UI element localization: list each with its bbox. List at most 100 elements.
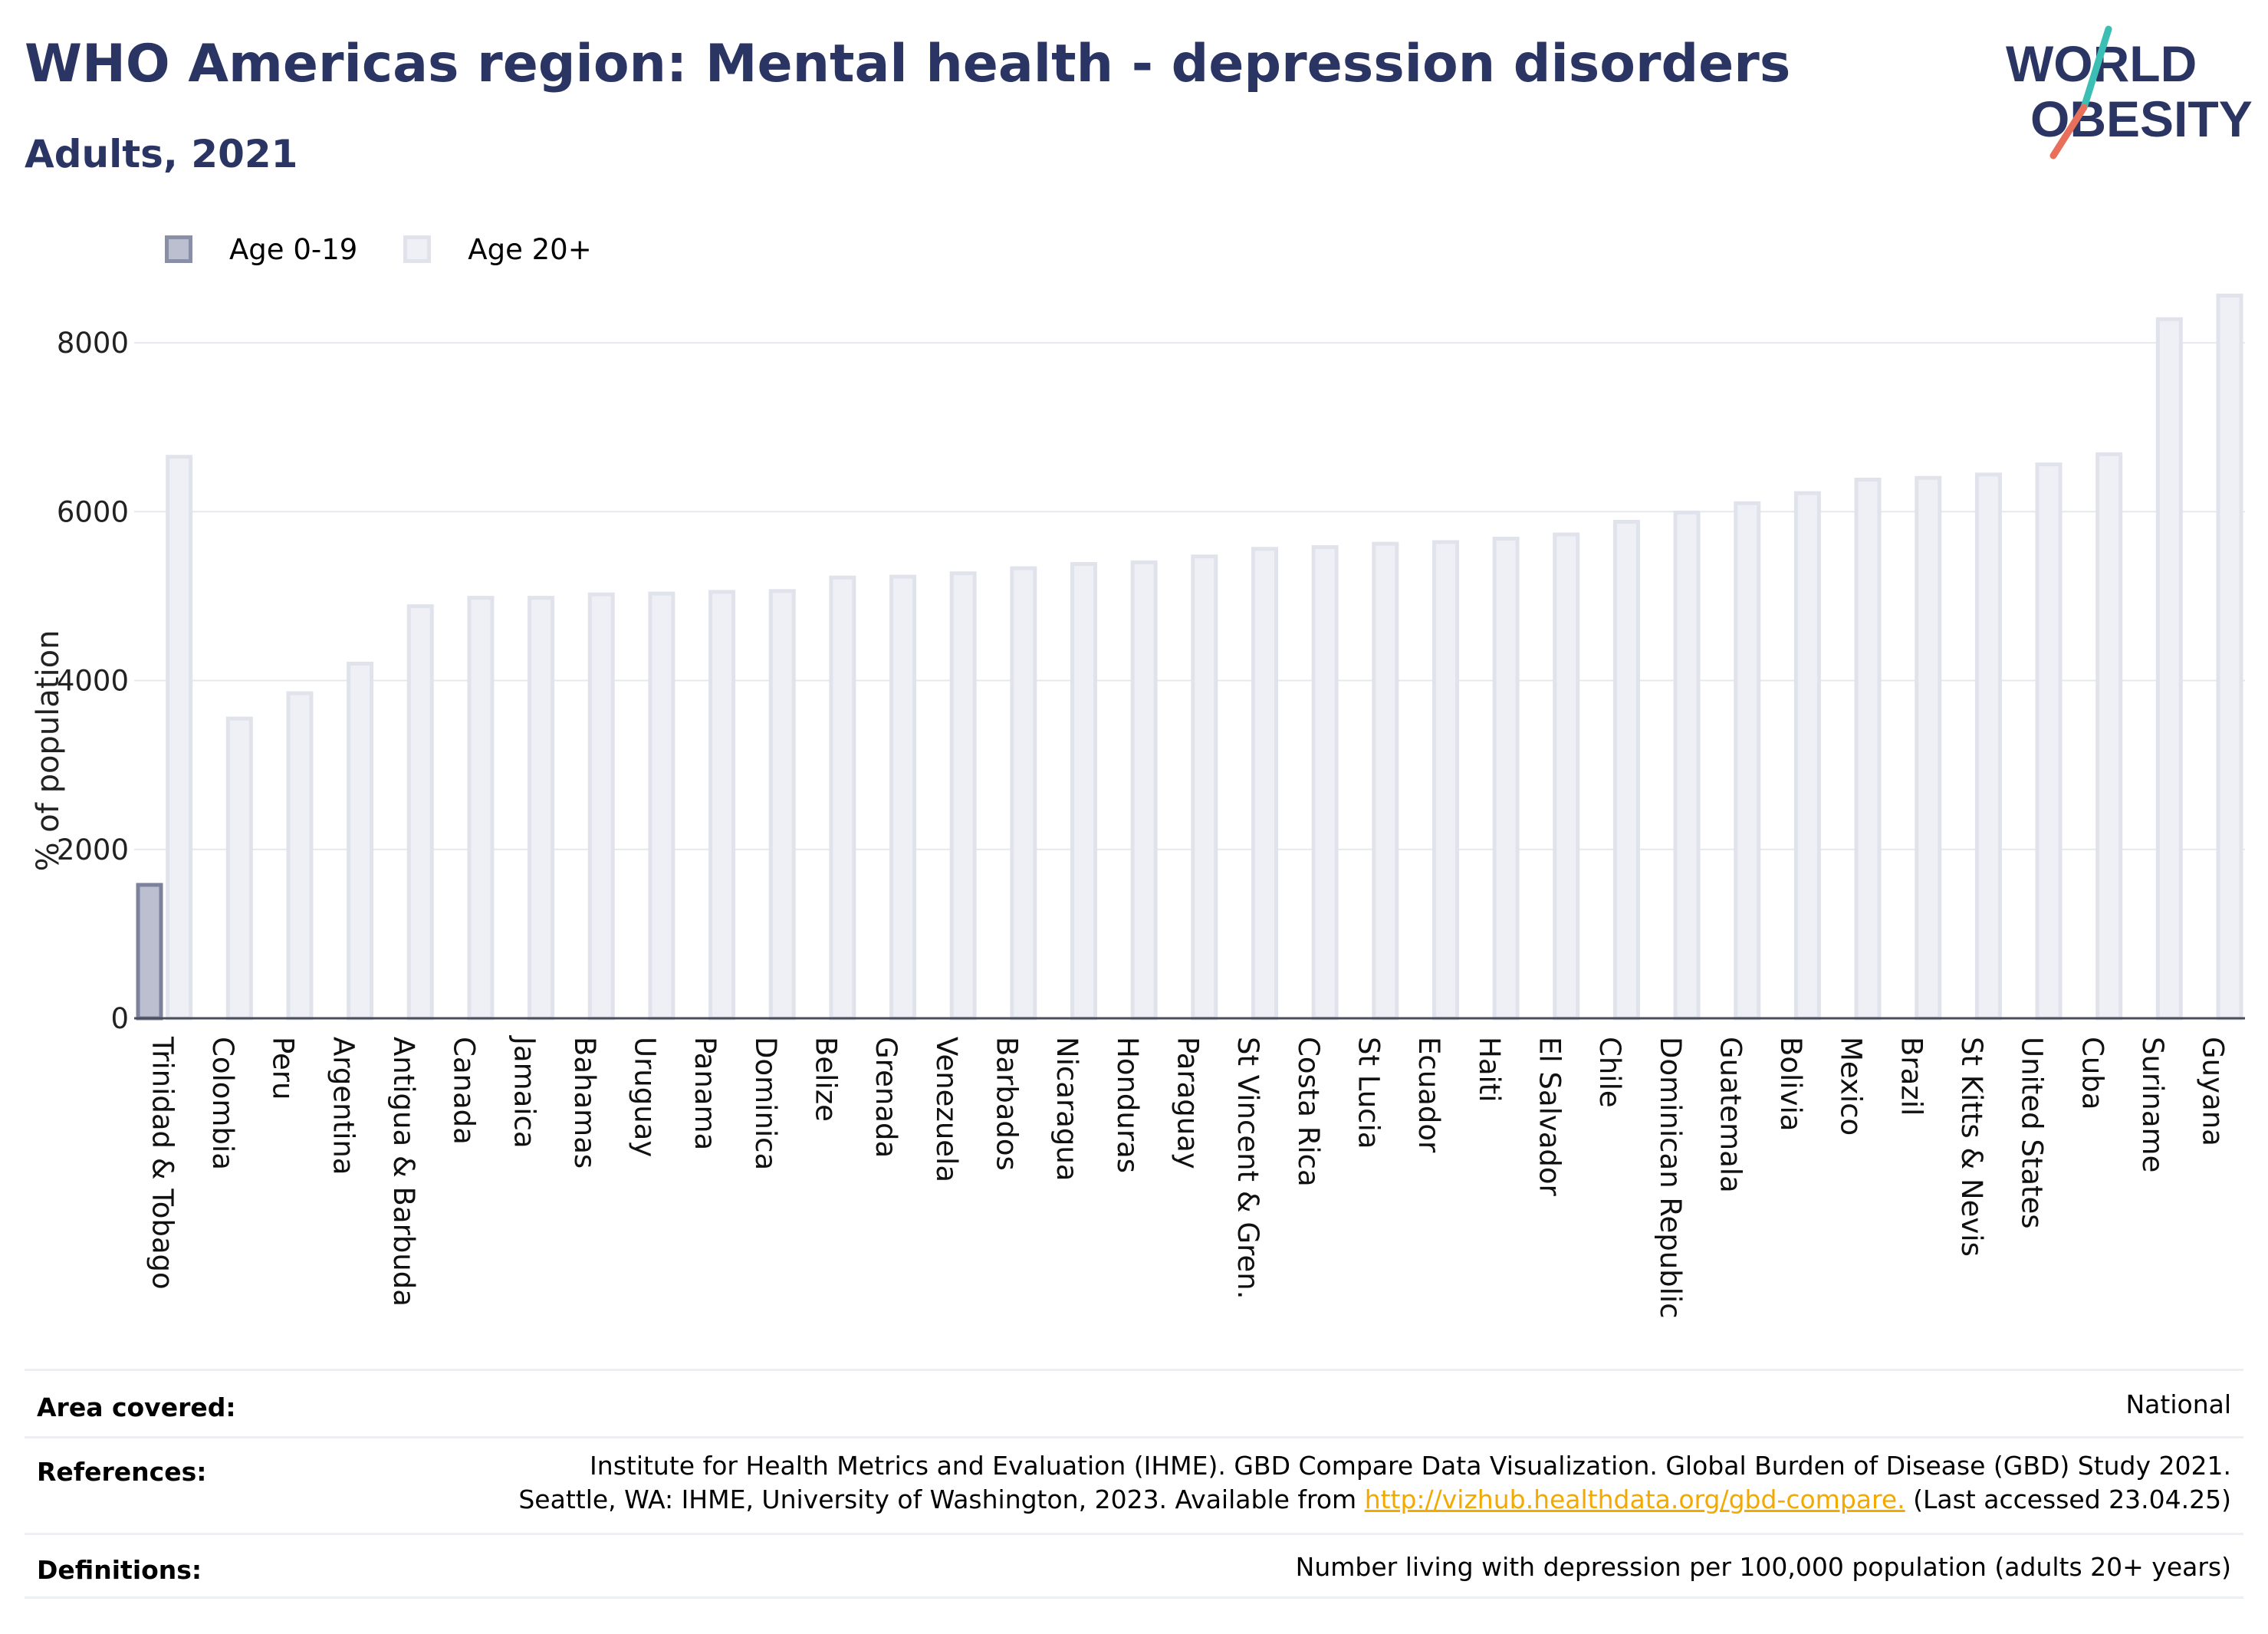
x-tick-label: Antigua & Barbuda <box>387 1037 420 1307</box>
x-tick-label: Panama <box>689 1037 721 1150</box>
x-tick-label: Venezuela <box>930 1037 963 1182</box>
bar-age-20-plus <box>1130 560 1158 1021</box>
world-obesity-logo: WORLD OBESITY <box>2006 25 2253 159</box>
x-tick-label: Chile <box>1593 1037 1626 1108</box>
y-axis-label: % of population <box>31 630 66 872</box>
bar-age-20-plus <box>2095 452 2123 1021</box>
x-tick-label: Cuba <box>2076 1037 2109 1110</box>
chart-title: WHO Americas region: Mental health - dep… <box>25 34 1791 94</box>
x-tick-label: United States <box>2016 1037 2049 1229</box>
x-tick-label: Suriname <box>2136 1037 2169 1172</box>
x-tick-label: Paraguay <box>1172 1037 1205 1169</box>
references-label: References: <box>37 1457 207 1487</box>
area-label: Area covered: <box>37 1392 236 1422</box>
bar-age-20-plus <box>528 596 555 1021</box>
bar-age-20-plus <box>2035 462 2063 1021</box>
bar-age-20-plus <box>768 589 796 1021</box>
references-line-2: Seattle, WA: IHME, University of Washing… <box>518 1483 2231 1517</box>
bar-age-20-plus <box>1854 477 1882 1021</box>
y-tick-label: 0 <box>110 1002 129 1035</box>
bar-age-20-plus <box>1010 566 1037 1021</box>
bar-age-20-plus <box>286 691 314 1021</box>
bar-age-20-plus <box>406 604 434 1021</box>
info-table: Area covered: National References: Insti… <box>25 1369 2243 1599</box>
x-tick-label: St Vincent & Gren. <box>1231 1037 1264 1299</box>
legend-item-age-0-19[interactable]: Age 0-19 <box>165 233 357 266</box>
bar-chart: 0 2000 4000 6000 8000 % of population Trinidad… <box>31 293 2245 1319</box>
x-tick-label: Grenada <box>869 1037 902 1158</box>
x-tick-label: Belize <box>810 1037 843 1122</box>
x-tick-label: Dominican Republic <box>1654 1037 1687 1319</box>
x-tick-label: Guyana <box>2197 1037 2230 1146</box>
bar-age-20-plus <box>1492 537 1520 1021</box>
x-tick-label: Colombia <box>206 1037 239 1170</box>
x-tick-label: Mexico <box>1835 1037 1868 1136</box>
bar-age-20-plus <box>1673 510 1701 1021</box>
bar-age-20-plus <box>1974 472 2002 1021</box>
bar-age-20-plus <box>708 590 736 1021</box>
x-tick-label: Honduras <box>1111 1037 1144 1173</box>
x-tick-label: Bahamas <box>568 1037 601 1169</box>
bar-age-20-plus <box>1251 547 1278 1021</box>
bar-age-20-plus <box>1553 532 1580 1021</box>
bar-age-20-plus <box>829 575 856 1021</box>
info-row-references: References: Institute for Health Metrics… <box>25 1436 2243 1533</box>
chart-legend: Age 0-19 Age 20+ <box>165 228 638 270</box>
bar-age-20-plus <box>648 591 675 1021</box>
bar-age-20-plus <box>1793 491 1821 1021</box>
legend-label-age-0-19: Age 0-19 <box>229 232 358 266</box>
logo-slash-coral <box>2049 104 2088 159</box>
x-tick-label: Brazil <box>1895 1037 1928 1116</box>
x-tick-label: Ecuador <box>1412 1037 1445 1153</box>
bar-age-20-plus <box>2155 317 2183 1021</box>
references-value: Institute for Health Metrics and Evaluat… <box>518 1449 2231 1517</box>
legend-item-age-20-plus[interactable]: Age 20+ <box>403 232 592 266</box>
bar-age-20-plus <box>1612 520 1640 1021</box>
x-tick-label: Trinidad & Tobago <box>146 1036 179 1290</box>
bar-age-20-plus <box>587 592 615 1021</box>
definitions-value: Number living with depression per 100,00… <box>1295 1552 2231 1582</box>
y-tick-label: 4000 <box>57 665 129 698</box>
bar-age-20-plus <box>225 716 253 1021</box>
x-tick-label: Jamaica <box>508 1035 541 1149</box>
area-value: National <box>2125 1389 2231 1419</box>
bar-age-20-plus <box>1372 541 1399 1021</box>
x-tick-label: Barbados <box>991 1037 1024 1171</box>
references-line-2-text: Seattle, WA: IHME, University of Washing… <box>518 1484 1365 1514</box>
y-tick-label: 8000 <box>57 327 129 360</box>
bar-age-20-plus <box>949 571 977 1021</box>
x-tick-label: Costa Rica <box>1292 1037 1325 1187</box>
x-tick-label: Uruguay <box>629 1037 662 1157</box>
legend-swatch-age-20-plus <box>403 235 432 263</box>
bar-age-20-plus <box>1734 501 1761 1021</box>
x-tick-label: Haiti <box>1473 1037 1506 1103</box>
bar-age-0-19 <box>136 883 163 1021</box>
info-row-definitions: Definitions: Number living with depressi… <box>25 1533 2243 1599</box>
x-tick-label: Guatemala <box>1714 1037 1747 1193</box>
x-tick-label: Canada <box>448 1037 481 1145</box>
x-tick-label: Bolivia <box>1774 1037 1807 1131</box>
bar-age-20-plus <box>1070 562 1098 1021</box>
bar-age-20-plus <box>1915 475 1942 1021</box>
bar-age-20-plus <box>1431 540 1459 1021</box>
x-tick-label: Peru <box>267 1037 300 1100</box>
bar-age-20-plus <box>1311 545 1339 1021</box>
legend-label-age-20-plus: Age 20+ <box>468 232 592 266</box>
x-tick-label: St Kitts & Nevis <box>1955 1037 1988 1257</box>
references-line-1: Institute for Health Metrics and Evaluat… <box>590 1451 2231 1481</box>
definitions-label: Definitions: <box>37 1555 202 1585</box>
y-tick-label: 2000 <box>57 833 129 866</box>
x-tick-label: El Salvador <box>1533 1037 1566 1197</box>
bar-age-20-plus <box>166 455 193 1021</box>
logo-slash-teal <box>2080 25 2112 111</box>
references-link[interactable]: http://vizhub.healthdata.org/gbd-compare… <box>1364 1484 1905 1514</box>
references-accessed: (Last accessed 23.04.25) <box>1905 1484 2231 1514</box>
info-row-area: Area covered: National <box>25 1369 2243 1436</box>
legend-swatch-age-0-19 <box>165 235 192 263</box>
x-tick-label: St Lucia <box>1352 1037 1385 1149</box>
bar-age-20-plus <box>889 574 917 1021</box>
bar-age-20-plus <box>1191 554 1218 1021</box>
bar-age-20-plus <box>2216 293 2243 1021</box>
y-tick-label: 6000 <box>57 495 129 528</box>
x-tick-label: Dominica <box>749 1037 782 1170</box>
